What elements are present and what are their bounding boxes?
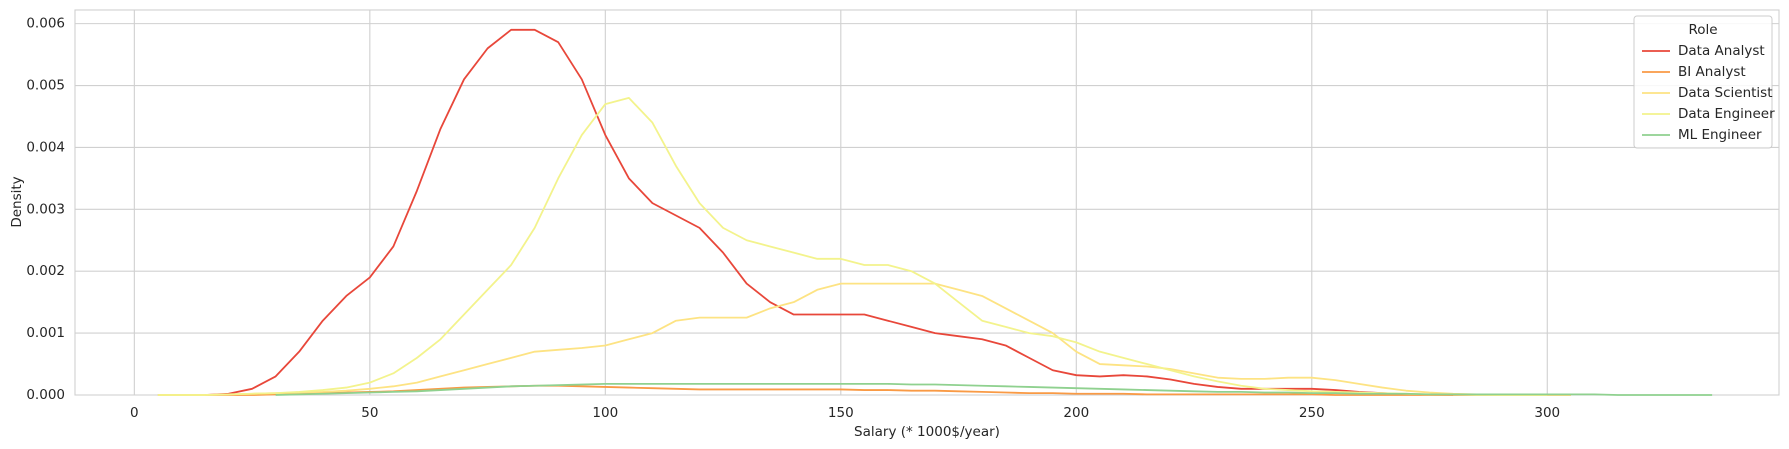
x-tick-label: 0 [130,405,139,421]
legend: Role Data Analyst BI Analyst Data Scientist… [1633,15,1775,149]
y-tick-label: 0.001 [26,325,65,341]
legend-title: Role [1688,22,1717,38]
y-tick-label: 0.006 [26,16,65,32]
line [157,96,1548,396]
line [157,282,1571,396]
legend-box [1633,15,1773,149]
legend-label: BI Analyst [1678,64,1746,80]
x-tick-label: 50 [361,405,378,421]
y-tick-label: 0.004 [26,139,65,155]
y-tick-label: 0.002 [26,263,65,279]
plot-frame [74,9,1780,396]
line [275,382,1713,396]
x-axis-label: Salary (* 1000$/year) [854,424,1000,440]
y-axis-label: Density [9,176,25,227]
legend-label: ML Engineer [1678,127,1762,143]
line [204,28,1454,396]
y-tick-label: 0.003 [26,201,65,217]
legend-label: Data Analyst [1678,43,1765,59]
y-tick-label: 0.000 [26,387,65,403]
x-tick-label: 300 [1534,405,1560,421]
legend-label: Data Scientist [1678,85,1773,101]
x-tick-label: 150 [828,405,854,421]
x-tick-label: 100 [592,405,618,421]
y-tick-label: 0.005 [26,78,65,94]
x-tick-label: 250 [1299,405,1325,421]
legend-label: Data Engineer [1678,106,1775,122]
x-tick-label: 200 [1063,405,1089,421]
